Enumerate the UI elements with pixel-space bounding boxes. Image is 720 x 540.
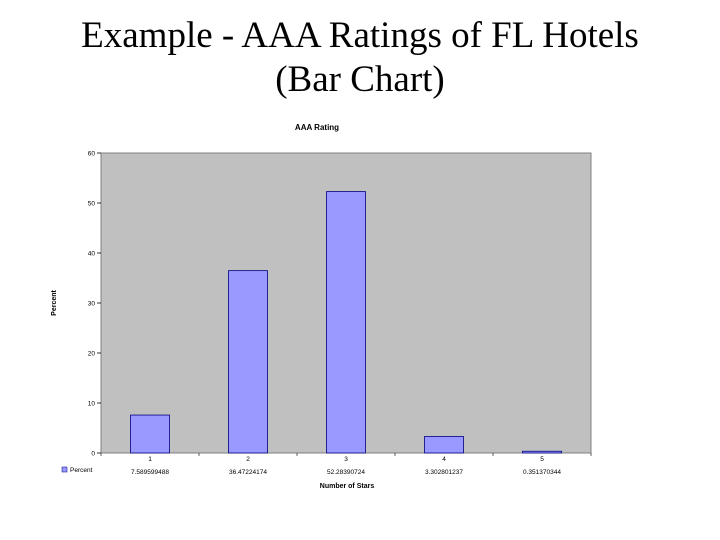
legend-label: Percent — [70, 467, 93, 474]
y-axis-label: Percent — [51, 289, 58, 315]
y-tick-label: 60 — [88, 151, 96, 158]
data-table-value: 3.302801237 — [425, 469, 463, 476]
y-axis-ticks: 0 10 20 30 40 50 60 — [88, 151, 101, 458]
bar-1 — [130, 414, 170, 454]
y-tick-label: 30 — [88, 301, 96, 308]
x-category-label: 3 — [344, 456, 348, 463]
bars-group — [130, 191, 562, 454]
chart-title: AAA Rating — [295, 123, 339, 132]
y-tick-label: 50 — [88, 201, 96, 208]
x-category-label: 1 — [148, 456, 152, 463]
legend-swatch — [61, 466, 68, 473]
data-table-value: 52.28390724 — [327, 469, 365, 476]
x-axis-categories: 1 7.589599488 2 36.47224174 3 52.28390724 4 3.3… — [100, 453, 592, 476]
legend: Percent — [61, 466, 93, 474]
x-category-label: 2 — [246, 456, 250, 463]
x-axis-label: Number of Stars — [320, 483, 375, 490]
slide-title-line-1: Example - AAA Ratings of FL Hotels — [81, 15, 639, 56]
bar-3 — [326, 191, 366, 454]
data-table-value: 0.351370344 — [523, 469, 561, 476]
x-category-label: 5 — [540, 456, 544, 463]
bar-4 — [424, 436, 464, 454]
slide-title-line-2: (Bar Chart) — [275, 59, 445, 100]
y-tick-label: 10 — [88, 401, 96, 408]
slide-title: Example - AAA Ratings of FL Hotels (Bar … — [0, 14, 720, 102]
bar-5 — [522, 450, 562, 454]
y-tick-label: 0 — [91, 451, 95, 458]
x-category-label: 4 — [442, 456, 446, 463]
y-tick-label: 40 — [88, 251, 96, 258]
bar-2 — [228, 270, 268, 454]
y-tick-label: 20 — [88, 351, 96, 358]
data-table-value: 7.589599488 — [131, 469, 169, 476]
data-table-value: 36.47224174 — [229, 469, 267, 476]
